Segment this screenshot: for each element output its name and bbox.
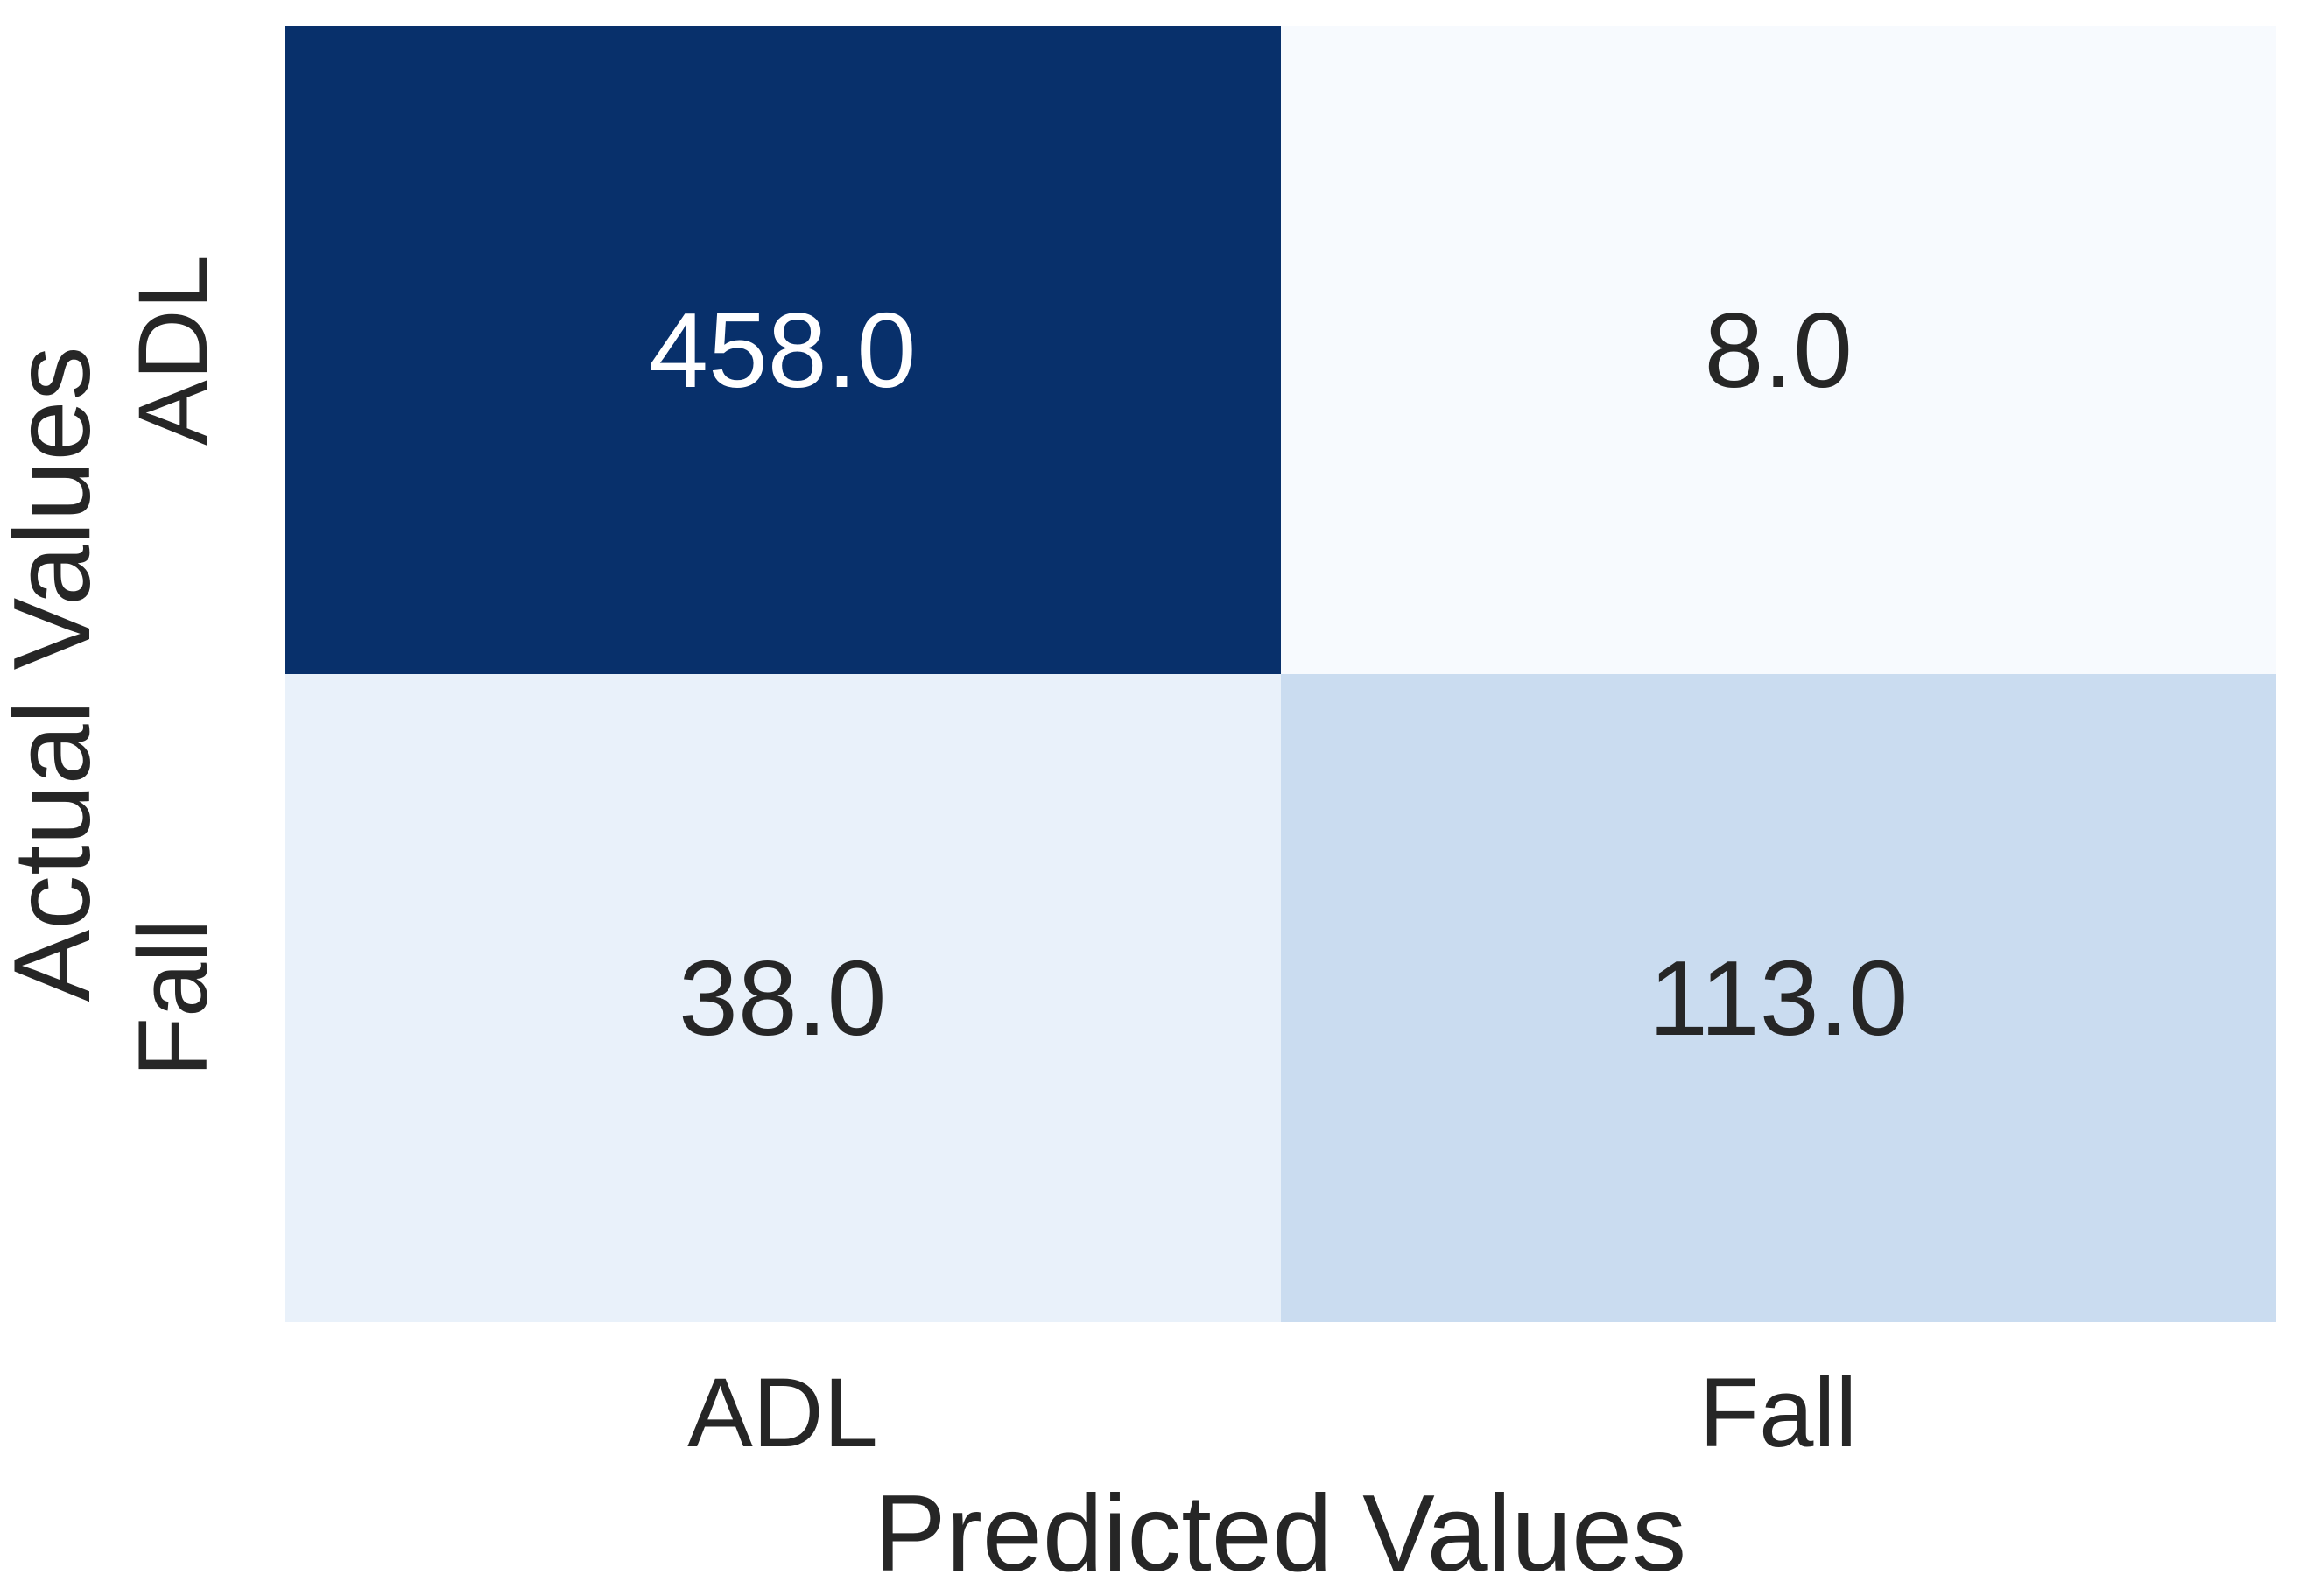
cell-value: 113.0: [1649, 939, 1909, 1058]
cell-value: 8.0: [1704, 291, 1853, 410]
y-tick-adl: ADL: [118, 255, 228, 446]
cell-value: 38.0: [679, 939, 887, 1058]
cell-actual-fall-pred-adl: 38.0: [285, 674, 1281, 1322]
cell-actual-fall-pred-fall: 113.0: [1280, 674, 2276, 1322]
y-axis-label: Actual Values: [0, 346, 113, 1002]
cell-value: 458.0: [649, 291, 917, 410]
x-axis-label: Predicted Values: [873, 1473, 1687, 1594]
cell-actual-adl-pred-fall: 8.0: [1280, 26, 2276, 674]
y-tick-fall: Fall: [118, 918, 228, 1078]
x-tick-fall: Fall: [1699, 1358, 1858, 1467]
heatmap-grid: 458.0 8.0 38.0 113.0: [285, 26, 2276, 1322]
x-tick-adl: ADL: [687, 1358, 878, 1467]
cell-actual-adl-pred-adl: 458.0: [285, 26, 1281, 674]
